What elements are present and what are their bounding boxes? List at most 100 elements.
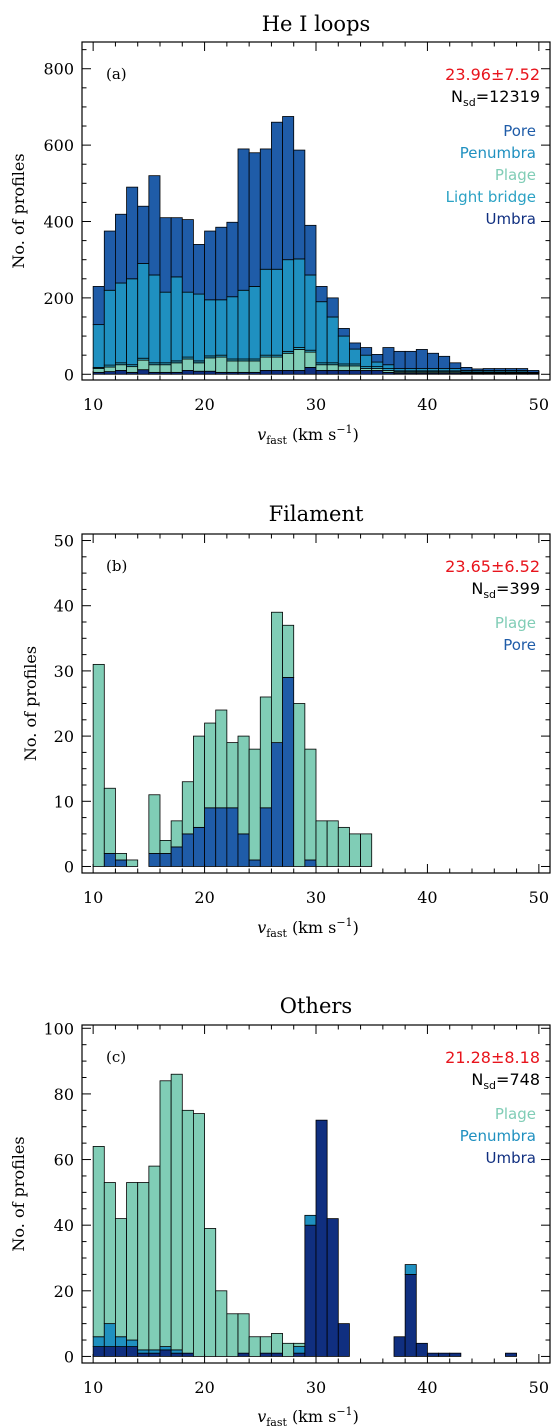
x-tick-label: 20 (194, 1378, 214, 1397)
bar-pore (282, 116, 295, 261)
bar-pore (115, 859, 127, 867)
x-tick-label: 10 (83, 1378, 103, 1397)
bar-umbra (326, 1218, 339, 1357)
bar-plage (360, 833, 373, 867)
bars (92, 116, 540, 375)
y-axis-label: No. of profiles (9, 153, 28, 268)
bar-penumbra (92, 1336, 105, 1347)
bar-plage (293, 1342, 306, 1347)
bar-pore (148, 853, 161, 867)
bar-penumbra (92, 324, 105, 368)
bar-penumbra (293, 1346, 306, 1354)
y-tick-label: 10 (54, 792, 74, 811)
bar-plage (115, 853, 127, 861)
bar-plage (237, 360, 250, 373)
bar-plage (271, 356, 283, 371)
bar-pore (271, 121, 283, 270)
legend-entry: Pore (503, 636, 536, 654)
bars (92, 1073, 517, 1357)
bar-pore (382, 347, 395, 366)
bar-pore (103, 230, 116, 291)
bar-pore (349, 342, 361, 350)
bar-plage (259, 356, 272, 371)
bar-pore (159, 217, 172, 293)
bar-pore (226, 221, 239, 298)
bar-pore (304, 224, 317, 276)
ticks (82, 42, 550, 380)
bar-umbra (505, 1352, 517, 1357)
bar-plage (326, 364, 339, 371)
bar-pore (304, 859, 317, 867)
legend-entry: Plage (495, 1105, 536, 1123)
bar-pore (293, 149, 306, 260)
bar-plage (92, 368, 105, 373)
bar-pore (259, 807, 272, 867)
bar-pore (181, 219, 194, 293)
bar-pore (170, 217, 183, 278)
ticks (82, 534, 550, 873)
bar-umbra (282, 370, 295, 375)
bar-plage (159, 840, 172, 854)
y-tick-label: 0 (64, 365, 74, 384)
bar-pore (482, 368, 495, 371)
bar-penumbra (137, 263, 150, 359)
bar-plage (337, 365, 350, 371)
bar-pore (237, 148, 250, 291)
bar-penumbra (371, 361, 384, 368)
bar-plage (248, 748, 261, 861)
x-tick-label: 50 (529, 888, 549, 907)
bar-pore (326, 297, 339, 318)
bar-umbra (92, 1346, 105, 1357)
bar-pore (505, 368, 517, 371)
bar-plage (326, 820, 339, 867)
x-tick-label: 10 (83, 888, 103, 907)
bar-plage (103, 366, 116, 372)
bar-pore (471, 368, 484, 371)
bar-plage (103, 787, 116, 854)
bar-umbra (237, 1352, 250, 1357)
bar-pore (460, 366, 473, 371)
bar-plage (304, 748, 317, 861)
bar-plage (282, 1342, 295, 1357)
bar-pore (193, 244, 205, 295)
bar-plage (226, 1313, 239, 1357)
bar-plage (271, 1333, 283, 1354)
bar-pore (315, 286, 328, 303)
bar-penumbra (349, 348, 361, 365)
bar-plage (215, 356, 228, 373)
x-tick-label: 40 (417, 395, 437, 414)
bar-umbra (126, 1346, 139, 1357)
x-tick-label: 30 (306, 1378, 326, 1397)
bar-pore (449, 362, 462, 369)
bar-penumbra (271, 268, 283, 356)
bar-plage (115, 364, 127, 371)
chart-title: Others (280, 994, 352, 1018)
bar-umbra (438, 1352, 451, 1357)
bar-pore (103, 853, 116, 867)
y-tick-label: 20 (54, 727, 74, 746)
x-tick-label: 50 (529, 395, 549, 414)
bar-pore (527, 370, 540, 373)
bar-umbra (315, 1119, 328, 1357)
y-tick-label: 50 (54, 532, 74, 551)
bar-penumbra (326, 316, 339, 364)
bar-pore (259, 148, 272, 270)
stat-mean: 23.96±7.52 (445, 65, 540, 84)
bar-penumbra (282, 259, 295, 352)
chart-panel-1: He I loops 10 20 30 40 50 0 200 400 600 800 No. of … (9, 12, 551, 447)
bar-plage (237, 735, 250, 835)
bar-pore (271, 742, 283, 867)
bar-umbra (393, 1336, 406, 1357)
y-tick-label: 100 (43, 1019, 74, 1038)
bar-pore (126, 186, 139, 280)
bar-umbra (137, 369, 150, 375)
bar-umbra (115, 1346, 127, 1357)
bar-plage (115, 1218, 127, 1338)
bar-plage (181, 781, 194, 835)
bar-penumbra (204, 299, 217, 357)
bar-plage (204, 1228, 217, 1357)
bar-penumbra (226, 296, 239, 360)
bar-umbra (137, 1352, 150, 1357)
bar-plage (103, 1182, 116, 1325)
bar-plage (204, 722, 217, 809)
